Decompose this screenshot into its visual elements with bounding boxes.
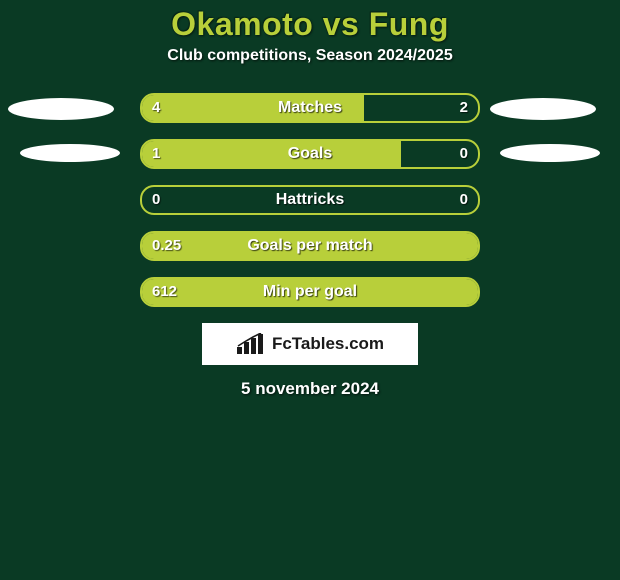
chart-area: 42Matches10Goals00Hattricks0.25Goals per… [0, 93, 620, 307]
logo-text: FcTables.com [272, 334, 384, 354]
stat-bar-fill [142, 141, 401, 167]
player-right-marker [490, 98, 596, 120]
stat-row: 612Min per goal [0, 277, 620, 307]
stat-left-value: 0 [142, 187, 170, 215]
stat-left-value: 0.25 [142, 233, 191, 261]
stat-bar: 42Matches [140, 93, 480, 123]
chart-bars-icon [236, 333, 266, 355]
stat-bar: 0 0Hattricks [140, 185, 480, 215]
page-title: Okamoto vs Fung [0, 0, 620, 43]
stat-row: 42Matches [0, 93, 620, 123]
stat-bar: 0.25Goals per match [140, 231, 480, 261]
date-label: 5 november 2024 [0, 379, 620, 399]
stat-row: 0 0Hattricks [0, 185, 620, 215]
player-right-marker [500, 144, 600, 162]
stat-left-value: 4 [142, 95, 170, 123]
stat-bar: 612Min per goal [140, 277, 480, 307]
player-left-marker [20, 144, 120, 162]
stat-bar-fill [142, 279, 478, 305]
stat-right-value: 0 [450, 187, 478, 215]
logo: FcTables.com [236, 333, 384, 355]
stat-row: 0.25Goals per match [0, 231, 620, 261]
subtitle: Club competitions, Season 2024/2025 [0, 47, 620, 65]
stat-right-value: 0 [450, 141, 478, 169]
stat-bar: 10Goals [140, 139, 480, 169]
stat-left-value: 1 [142, 141, 170, 169]
comparison-card: Okamoto vs Fung Club competitions, Seaso… [0, 0, 620, 580]
stat-bar-fill [142, 95, 364, 121]
player-left-marker [8, 98, 114, 120]
logo-box: FcTables.com [202, 323, 418, 365]
stat-bar-fill [142, 233, 478, 259]
stat-row: 10Goals [0, 139, 620, 169]
stat-label: Hattricks [142, 187, 478, 215]
stat-left-value: 612 [142, 279, 187, 307]
stat-right-value: 2 [450, 95, 478, 123]
